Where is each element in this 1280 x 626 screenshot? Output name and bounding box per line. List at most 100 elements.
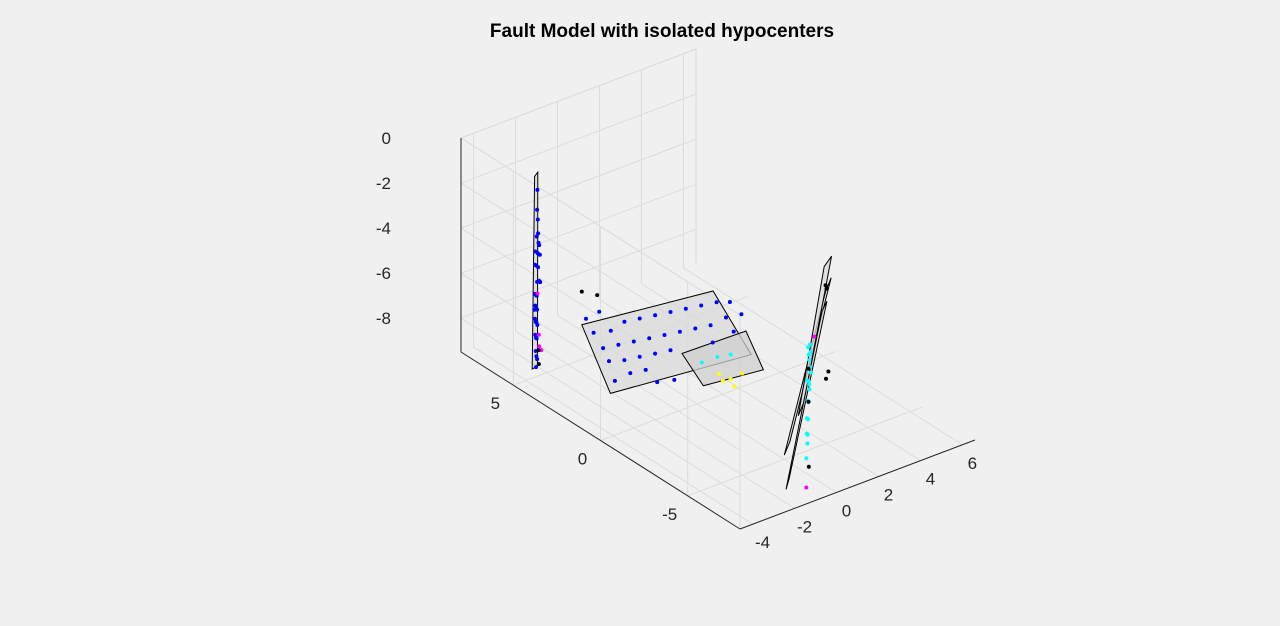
- x-tick-label: 0: [842, 501, 851, 520]
- hypocenter-point-series-1: [601, 346, 606, 351]
- gridline-z-right: [460, 93, 697, 184]
- hypocenter-point-series-5: [595, 293, 600, 298]
- hypocenter-point-series-3: [732, 384, 737, 389]
- hypocenter-point-series-1: [622, 358, 627, 363]
- hypocenter-point-series-1: [628, 371, 633, 376]
- hypocenter-point-series-2: [808, 350, 813, 354]
- hypocenter-point-series-1: [672, 377, 677, 382]
- hypocenter-point-series-3: [720, 378, 725, 383]
- hypocenter-point-series-5: [806, 366, 811, 371]
- hypocenter-point-series-5: [823, 283, 828, 288]
- hypocenter-point-series-5: [824, 376, 828, 381]
- hypocenter-point-series-5: [826, 369, 831, 374]
- x-tick-label: -2: [797, 517, 812, 536]
- axis-tick-labels: 0 -2 -4 -6 -8 -4 -2 0 2 4 6 -5 0 5: [376, 129, 977, 552]
- hypocenter-point-series-1: [724, 315, 728, 320]
- hypocenter-points: [532, 187, 831, 490]
- hypocenter-point-series-1: [637, 354, 642, 359]
- hypocenter-point-series-2: [807, 358, 812, 362]
- gridline-z-left: [460, 317, 741, 496]
- hypocenter-point-series-5: [806, 464, 811, 469]
- hypocenter-point-series-1: [536, 240, 541, 245]
- hypocenter-point-series-4: [539, 348, 544, 353]
- hypocenter-point-series-1: [727, 300, 732, 304]
- hypocenter-point-series-1: [653, 313, 658, 318]
- y-tick-label: -5: [662, 505, 677, 524]
- x-axis-line: [739, 439, 976, 530]
- hypocenter-point-series-1: [739, 312, 744, 317]
- x-tick-label: 6: [968, 454, 977, 473]
- z-tick-label: -8: [376, 309, 391, 328]
- chart-title: Fault Model with isolated hypocenters: [490, 21, 834, 42]
- gridline-z-right: [460, 228, 697, 319]
- hypocenter-point-series-1: [662, 333, 667, 337]
- hypocenter-point-series-1: [535, 217, 540, 222]
- hypocenter-point-series-1: [731, 329, 736, 334]
- x-tick-label: 4: [926, 470, 935, 489]
- hypocenter-point-series-1: [597, 309, 602, 314]
- hypocenter-point-series-1: [535, 307, 540, 312]
- hypocenter-point-series-4: [536, 332, 541, 337]
- hypocenter-point-series-1: [535, 357, 540, 362]
- hypocenter-point-series-1: [534, 365, 538, 370]
- hypocenter-point-series-1: [535, 323, 540, 327]
- hypocenter-point-series-1: [643, 367, 648, 372]
- hypocenter-point-series-4: [535, 291, 540, 296]
- hypocenter-point-series-1: [677, 329, 682, 334]
- hypocenter-point-series-4: [537, 344, 542, 349]
- hypocenter-point-series-2: [805, 432, 810, 437]
- hypocenter-point-series-1: [710, 340, 715, 345]
- hypocenter-point-series-1: [637, 316, 642, 321]
- z-tick-label: 0: [382, 129, 391, 148]
- hypocenter-point-series-1: [616, 342, 621, 347]
- hypocenter-point-series-1: [537, 252, 542, 257]
- hypocenter-point-series-2: [805, 441, 810, 446]
- hypocenter-point-series-2: [808, 370, 813, 375]
- hypocenter-point-series-1: [534, 336, 539, 341]
- hypocenter-point-series-2: [806, 417, 811, 422]
- hypocenter-point-series-1: [584, 316, 588, 321]
- hypocenter-point-series-3: [717, 371, 721, 376]
- gridline-y-floor: [600, 351, 836, 441]
- hypocenter-point-series-1: [535, 207, 540, 212]
- hypocenter-point-series-5: [824, 286, 829, 291]
- hypocenter-point-series-1: [532, 307, 537, 312]
- hypocenter-point-series-1: [607, 359, 611, 364]
- fault-planes: [531, 170, 833, 490]
- hypocenter-point-series-1: [535, 187, 540, 192]
- hypocenter-point-series-1: [608, 328, 613, 333]
- box-edge-back: [460, 137, 741, 316]
- z-tick-label: -6: [376, 264, 391, 283]
- hypocenter-point-series-5: [579, 289, 584, 294]
- hypocenter-point-series-2: [807, 342, 812, 347]
- hypocenter-point-series-2: [699, 360, 704, 365]
- hypocenter-point-series-2: [728, 352, 733, 357]
- hypocenter-point-series-1: [612, 378, 617, 383]
- y-tick-label: 0: [578, 450, 587, 469]
- hypocenter-point-series-1: [631, 339, 636, 344]
- hypocenter-point-series-2: [807, 387, 812, 392]
- hypocenter-point-series-1: [591, 330, 596, 335]
- fault-plane-6: [785, 300, 828, 490]
- gridline-y-floor: [687, 406, 923, 497]
- gridline-z-right: [460, 183, 697, 274]
- hypocenter-point-series-1: [536, 231, 541, 236]
- hypocenter-point-series-1: [534, 304, 538, 309]
- hypocenter-point-series-1: [714, 300, 719, 305]
- x-tick-label: 2: [884, 486, 893, 505]
- hypocenter-point-series-1: [533, 332, 538, 337]
- hypocenter-point-series-4: [812, 334, 817, 339]
- hypocenter-point-series-2: [806, 379, 811, 384]
- y-tick-label: 5: [491, 394, 500, 413]
- hypocenter-point-series-1: [668, 310, 673, 314]
- hypocenter-point-series-1: [653, 351, 658, 356]
- gridline-z-right: [460, 138, 697, 229]
- hypocenter-point-series-1: [538, 280, 543, 285]
- hypocenter-point-series-3: [728, 377, 733, 382]
- hypocenter-point-series-2: [807, 382, 812, 387]
- hypocenter-point-series-1: [655, 380, 660, 385]
- hypocenter-point-series-5: [536, 362, 541, 367]
- z-tick-label: -2: [376, 174, 391, 193]
- hypocenter-point-series-4: [804, 485, 809, 490]
